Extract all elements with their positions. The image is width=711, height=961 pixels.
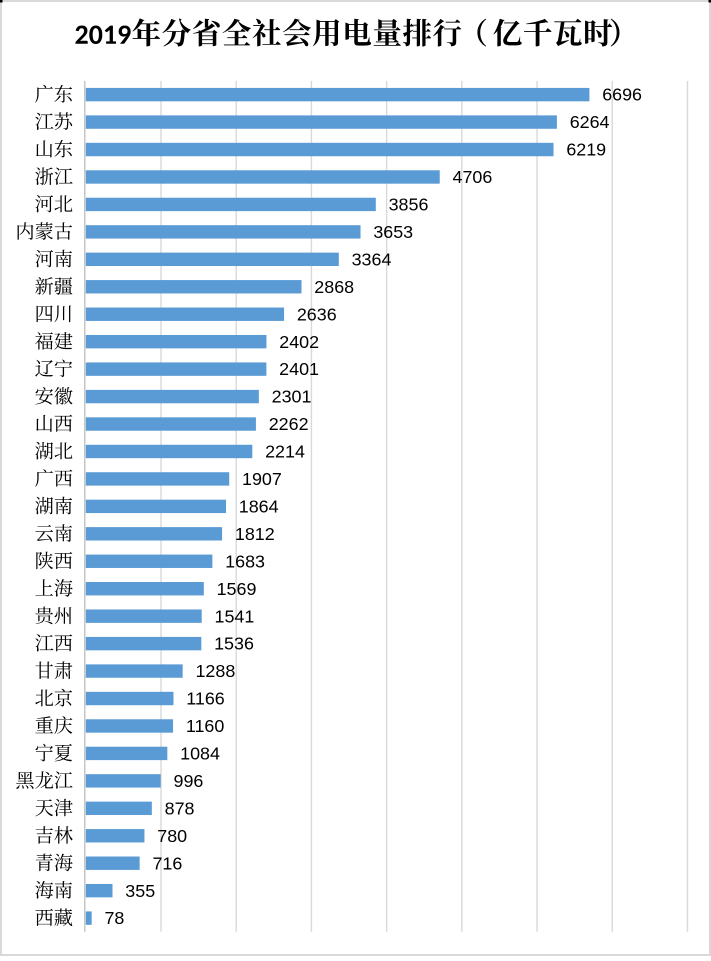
svg-text:2401: 2401 (279, 359, 319, 379)
svg-text:878: 878 (165, 798, 195, 818)
svg-text:1569: 1569 (217, 579, 257, 599)
svg-text:355: 355 (125, 881, 155, 901)
svg-text:1683: 1683 (225, 551, 265, 571)
svg-text:2214: 2214 (265, 442, 305, 462)
svg-text:1864: 1864 (239, 496, 279, 516)
svg-text:2868: 2868 (314, 277, 354, 297)
svg-text:1166: 1166 (186, 689, 225, 709)
svg-text:2636: 2636 (297, 304, 337, 324)
svg-text:1536: 1536 (214, 634, 254, 654)
svg-text:3856: 3856 (389, 195, 429, 215)
svg-text:6264: 6264 (570, 112, 610, 132)
svg-text:1084: 1084 (180, 744, 220, 764)
svg-text:6219: 6219 (566, 140, 606, 160)
svg-text:78: 78 (104, 908, 124, 928)
svg-text:1541: 1541 (215, 606, 255, 626)
svg-text:4706: 4706 (453, 167, 493, 187)
svg-text:1160: 1160 (186, 716, 225, 736)
svg-text:2402: 2402 (279, 332, 319, 352)
svg-text:1812: 1812 (235, 524, 275, 544)
svg-text:996: 996 (174, 771, 204, 791)
svg-text:1907: 1907 (242, 469, 282, 489)
svg-text:716: 716 (152, 853, 182, 873)
svg-text:780: 780 (157, 826, 187, 846)
svg-text:1288: 1288 (195, 661, 235, 681)
svg-text:3653: 3653 (373, 222, 413, 242)
svg-text:3364: 3364 (352, 249, 392, 269)
svg-text:2301: 2301 (272, 387, 312, 407)
svg-text:6696: 6696 (602, 85, 642, 105)
svg-text:2262: 2262 (269, 414, 309, 434)
